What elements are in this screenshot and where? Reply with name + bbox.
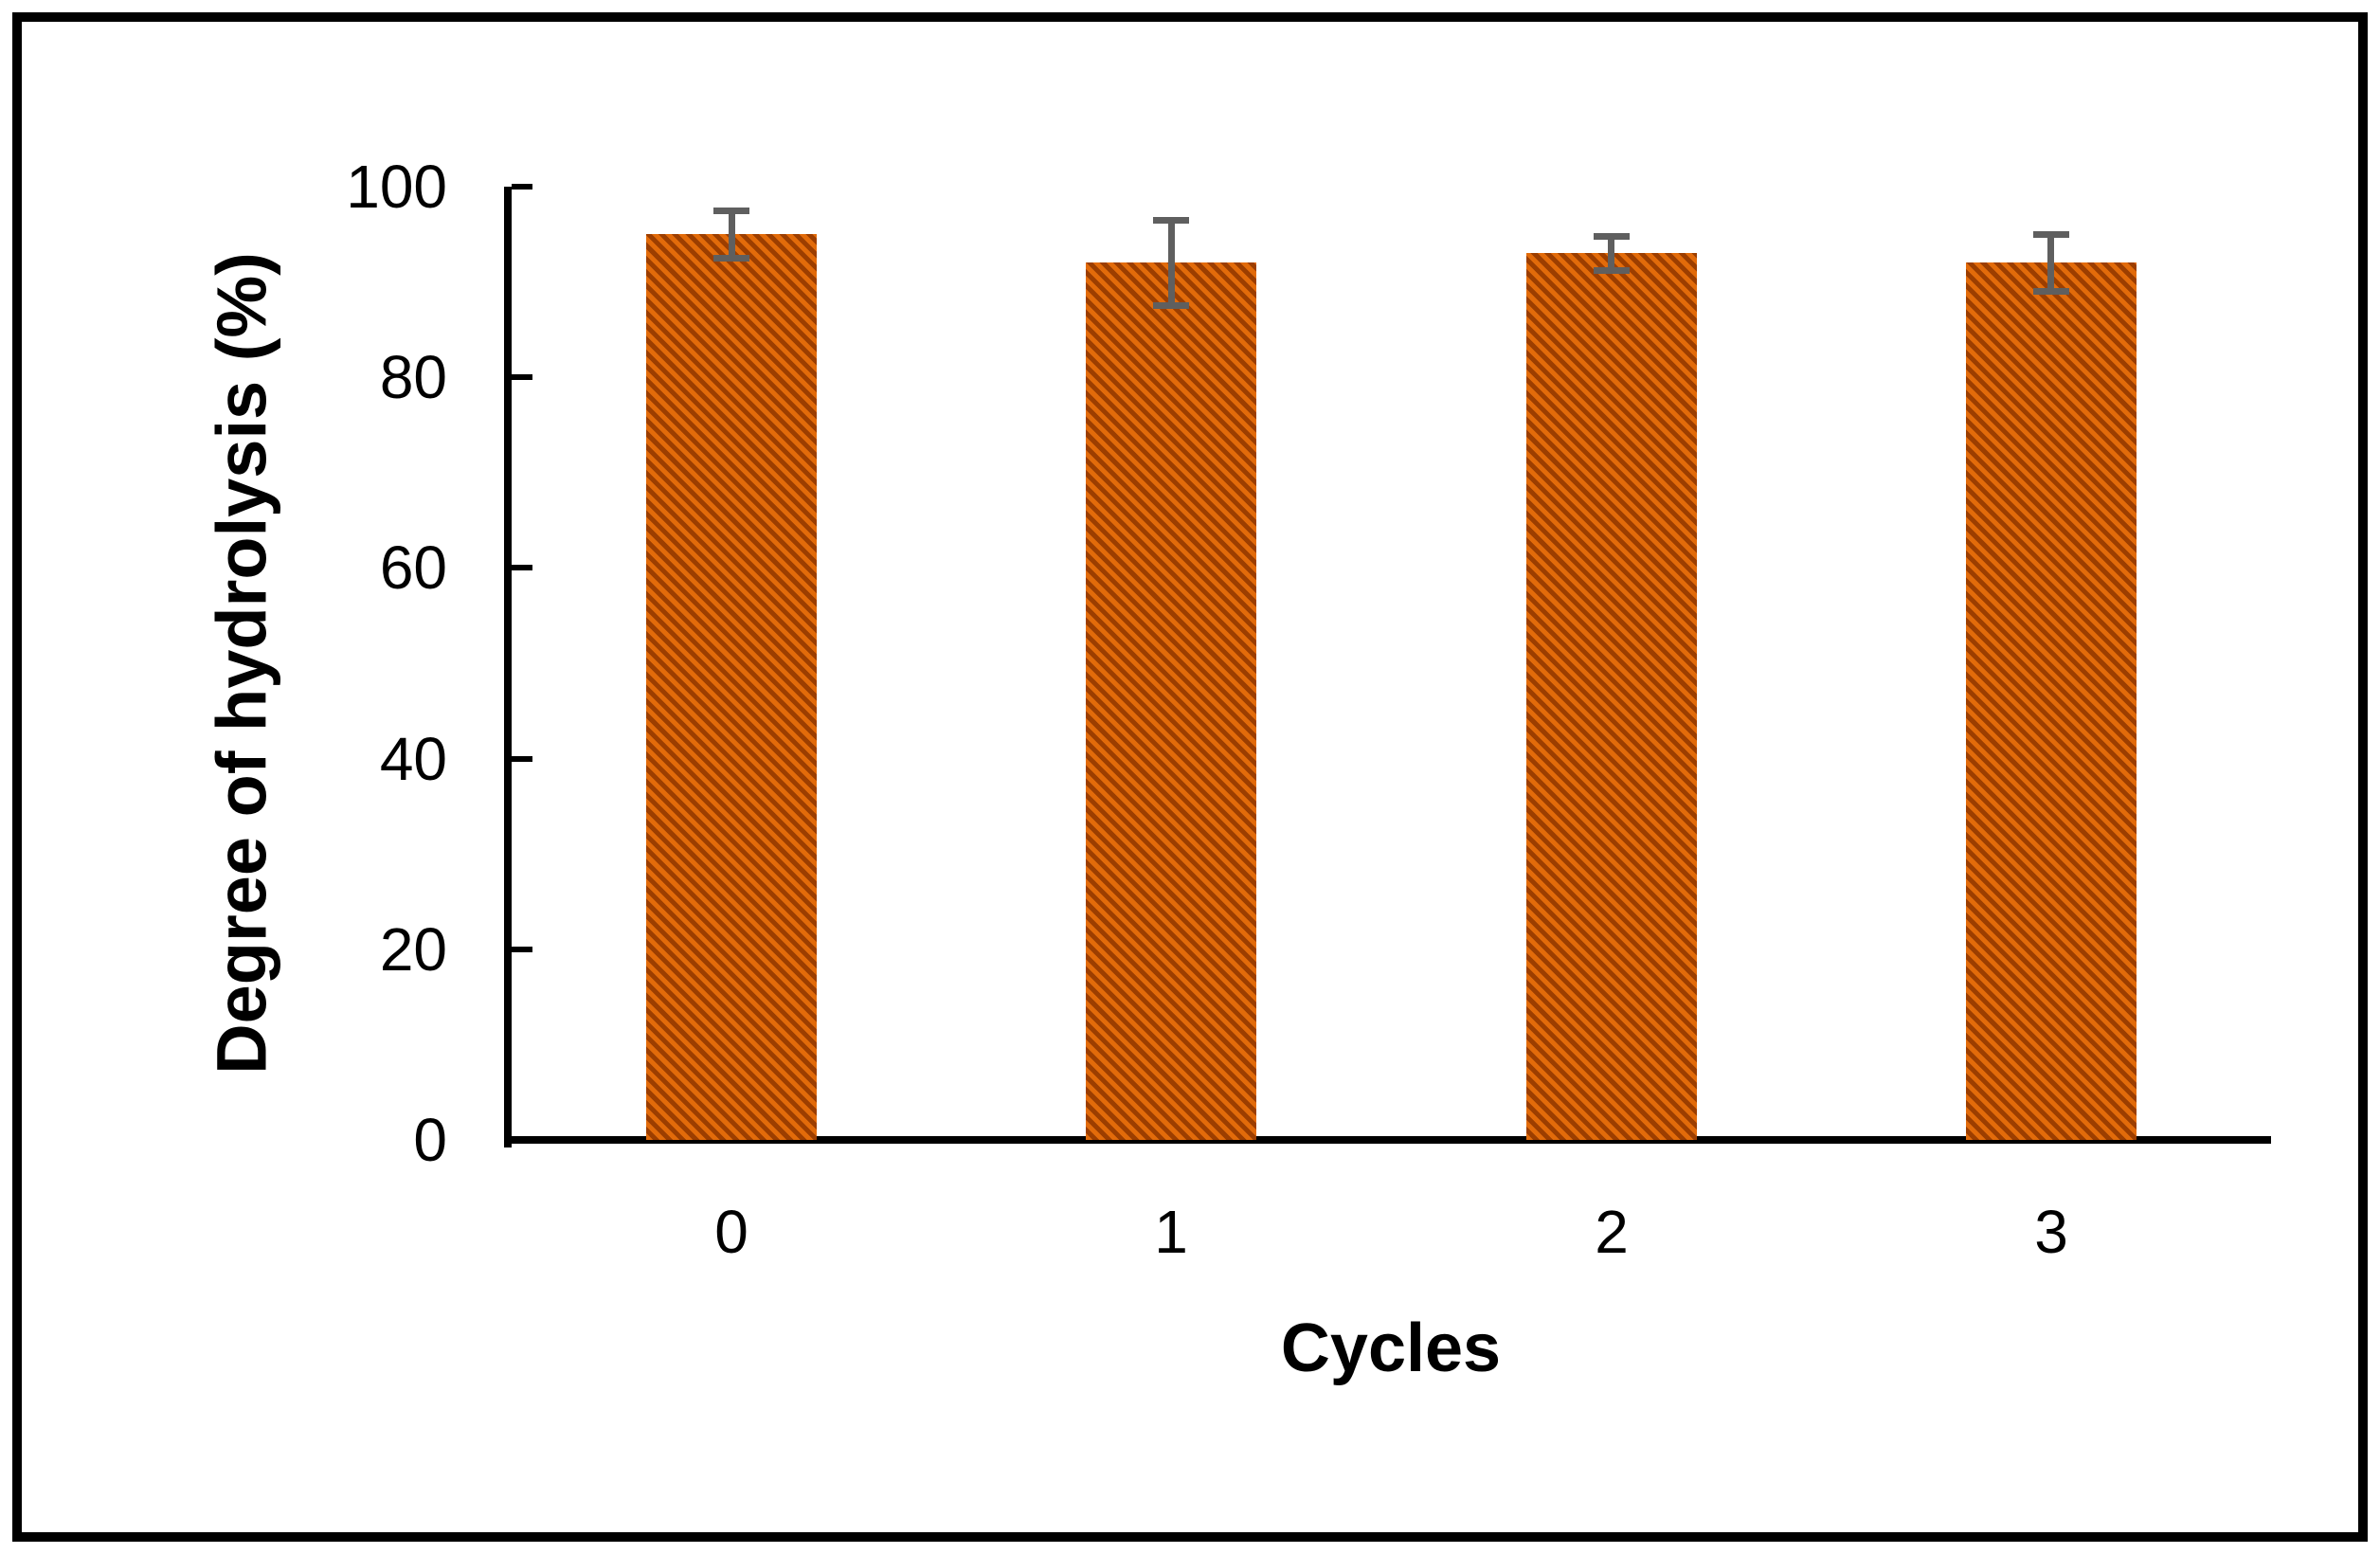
y-tick <box>512 756 532 762</box>
error-bar-top-cap <box>1594 233 1630 240</box>
error-bar-line <box>2047 234 2054 291</box>
error-bar-top-cap <box>713 208 749 214</box>
error-bar-top-cap <box>1153 217 1189 224</box>
error-bar-bottom-cap <box>2033 288 2069 295</box>
y-tick <box>512 565 532 570</box>
bar <box>1526 253 1697 1140</box>
bar <box>1086 262 1256 1140</box>
error-bar-line <box>729 210 735 258</box>
y-tick <box>512 374 532 380</box>
y-tick-label: 40 <box>379 725 447 793</box>
error-bar-bottom-cap <box>713 255 749 262</box>
error-bar-line <box>1168 220 1175 306</box>
y-tick <box>512 184 532 190</box>
y-tick-label: 60 <box>379 533 447 602</box>
y-tick-label: 0 <box>413 1106 447 1174</box>
x-axis-title: Cycles <box>1280 1310 1502 1386</box>
x-tick-label: 3 <box>2034 1198 2068 1266</box>
error-bar-top-cap <box>2033 231 2069 238</box>
error-bar-bottom-cap <box>1594 267 1630 274</box>
y-tick-label: 100 <box>346 153 447 221</box>
x-tick-label: 2 <box>1595 1198 1629 1266</box>
error-bar-bottom-cap <box>1153 302 1189 309</box>
bar <box>1966 262 2137 1140</box>
y-tick-label: 20 <box>379 915 447 984</box>
x-tick-label: 1 <box>1154 1198 1188 1266</box>
x-axis-line <box>504 1136 2271 1144</box>
x-tick-label: 0 <box>714 1198 748 1266</box>
error-bar-line <box>1608 236 1614 270</box>
y-tick <box>512 947 532 952</box>
y-tick-label: 80 <box>379 343 447 411</box>
bar <box>646 234 817 1140</box>
y-axis-line <box>504 187 512 1147</box>
